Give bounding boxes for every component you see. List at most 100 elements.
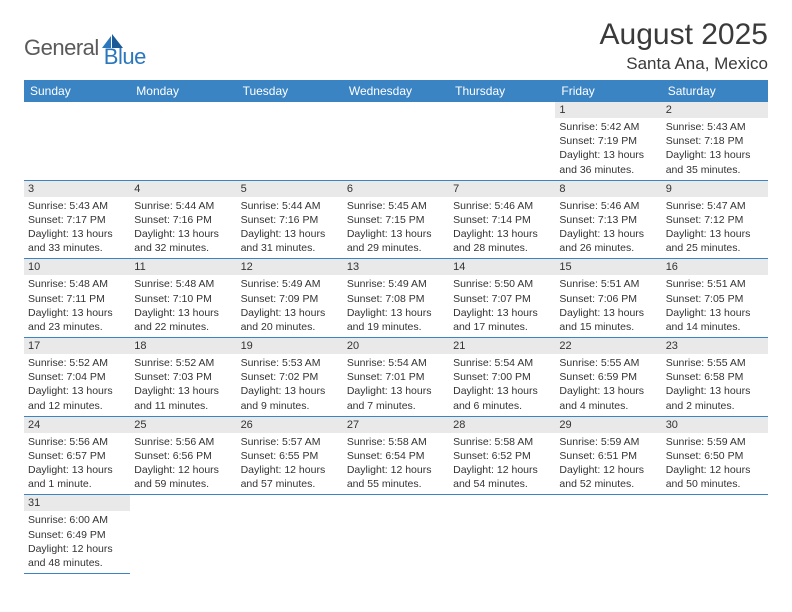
calendar-week: 10Sunrise: 5:48 AMSunset: 7:11 PMDayligh… [24,259,768,338]
calendar-cell: 23Sunrise: 5:55 AMSunset: 6:58 PMDayligh… [662,338,768,417]
calendar-cell: 10Sunrise: 5:48 AMSunset: 7:11 PMDayligh… [24,259,130,338]
day-details: Sunrise: 5:44 AMSunset: 7:16 PMDaylight:… [237,197,343,259]
calendar-cell: 6Sunrise: 5:45 AMSunset: 7:15 PMDaylight… [343,181,449,260]
calendar-cell [449,495,555,574]
calendar-week: 31Sunrise: 6:00 AMSunset: 6:49 PMDayligh… [24,495,768,574]
day-details: Sunrise: 5:50 AMSunset: 7:07 PMDaylight:… [449,275,555,337]
calendar-cell: 17Sunrise: 5:52 AMSunset: 7:04 PMDayligh… [24,338,130,417]
day-header: Wednesday [343,80,449,102]
calendar-cell: 13Sunrise: 5:49 AMSunset: 7:08 PMDayligh… [343,259,449,338]
day-details: Sunrise: 5:46 AMSunset: 7:13 PMDaylight:… [555,197,661,259]
day-number: 4 [130,181,236,197]
day-details: Sunrise: 5:55 AMSunset: 6:59 PMDaylight:… [555,354,661,416]
calendar-cell: 8Sunrise: 5:46 AMSunset: 7:13 PMDaylight… [555,181,661,260]
calendar-cell: 30Sunrise: 5:59 AMSunset: 6:50 PMDayligh… [662,417,768,496]
day-number: 5 [237,181,343,197]
day-header: Sunday [24,80,130,102]
calendar-cell: 27Sunrise: 5:58 AMSunset: 6:54 PMDayligh… [343,417,449,496]
day-details: Sunrise: 5:43 AMSunset: 7:17 PMDaylight:… [24,197,130,259]
calendar-cell [237,102,343,181]
calendar-cell [130,495,236,574]
day-details: Sunrise: 5:58 AMSunset: 6:52 PMDaylight:… [449,433,555,495]
calendar-cell: 22Sunrise: 5:55 AMSunset: 6:59 PMDayligh… [555,338,661,417]
day-number: 30 [662,417,768,433]
day-details: Sunrise: 5:52 AMSunset: 7:03 PMDaylight:… [130,354,236,416]
day-details: Sunrise: 5:51 AMSunset: 7:05 PMDaylight:… [662,275,768,337]
calendar-cell: 28Sunrise: 5:58 AMSunset: 6:52 PMDayligh… [449,417,555,496]
day-header: Thursday [449,80,555,102]
day-number: 8 [555,181,661,197]
day-number: 26 [237,417,343,433]
calendar-cell: 9Sunrise: 5:47 AMSunset: 7:12 PMDaylight… [662,181,768,260]
logo-text-general: General [24,35,99,61]
day-details: Sunrise: 5:49 AMSunset: 7:08 PMDaylight:… [343,275,449,337]
calendar-cell: 31Sunrise: 6:00 AMSunset: 6:49 PMDayligh… [24,495,130,574]
calendar-cell: 3Sunrise: 5:43 AMSunset: 7:17 PMDaylight… [24,181,130,260]
calendar-cell: 7Sunrise: 5:46 AMSunset: 7:14 PMDaylight… [449,181,555,260]
day-number: 12 [237,259,343,275]
day-number: 27 [343,417,449,433]
day-number: 17 [24,338,130,354]
day-details: Sunrise: 5:57 AMSunset: 6:55 PMDaylight:… [237,433,343,495]
day-details: Sunrise: 5:56 AMSunset: 6:57 PMDaylight:… [24,433,130,495]
day-details: Sunrise: 5:54 AMSunset: 7:01 PMDaylight:… [343,354,449,416]
day-number: 7 [449,181,555,197]
location: Santa Ana, Mexico [600,54,768,74]
logo-text-blue: Blue [104,26,146,70]
day-details: Sunrise: 6:00 AMSunset: 6:49 PMDaylight:… [24,511,130,573]
day-details: Sunrise: 5:55 AMSunset: 6:58 PMDaylight:… [662,354,768,416]
logo: General Blue [24,18,146,70]
day-number: 16 [662,259,768,275]
day-number: 19 [237,338,343,354]
day-details: Sunrise: 5:51 AMSunset: 7:06 PMDaylight:… [555,275,661,337]
calendar-cell [130,102,236,181]
calendar-cell: 15Sunrise: 5:51 AMSunset: 7:06 PMDayligh… [555,259,661,338]
day-number: 21 [449,338,555,354]
day-number: 24 [24,417,130,433]
calendar-week: 17Sunrise: 5:52 AMSunset: 7:04 PMDayligh… [24,338,768,417]
calendar-cell [662,495,768,574]
day-number: 2 [662,102,768,118]
day-header: Monday [130,80,236,102]
calendar-cell: 25Sunrise: 5:56 AMSunset: 6:56 PMDayligh… [130,417,236,496]
calendar-cell: 26Sunrise: 5:57 AMSunset: 6:55 PMDayligh… [237,417,343,496]
calendar-cell: 24Sunrise: 5:56 AMSunset: 6:57 PMDayligh… [24,417,130,496]
calendar-cell: 2Sunrise: 5:43 AMSunset: 7:18 PMDaylight… [662,102,768,181]
calendar-cell: 19Sunrise: 5:53 AMSunset: 7:02 PMDayligh… [237,338,343,417]
day-details: Sunrise: 5:49 AMSunset: 7:09 PMDaylight:… [237,275,343,337]
calendar-cell [449,102,555,181]
calendar-week: 1Sunrise: 5:42 AMSunset: 7:19 PMDaylight… [24,102,768,181]
calendar-cell [24,102,130,181]
calendar-cell: 14Sunrise: 5:50 AMSunset: 7:07 PMDayligh… [449,259,555,338]
calendar-cell: 21Sunrise: 5:54 AMSunset: 7:00 PMDayligh… [449,338,555,417]
calendar-week: 24Sunrise: 5:56 AMSunset: 6:57 PMDayligh… [24,417,768,496]
calendar-cell: 5Sunrise: 5:44 AMSunset: 7:16 PMDaylight… [237,181,343,260]
day-details: Sunrise: 5:58 AMSunset: 6:54 PMDaylight:… [343,433,449,495]
day-number: 15 [555,259,661,275]
day-details: Sunrise: 5:52 AMSunset: 7:04 PMDaylight:… [24,354,130,416]
day-number: 3 [24,181,130,197]
calendar-table: SundayMondayTuesdayWednesdayThursdayFrid… [24,80,768,574]
calendar-cell: 12Sunrise: 5:49 AMSunset: 7:09 PMDayligh… [237,259,343,338]
calendar-cell [343,495,449,574]
day-number: 13 [343,259,449,275]
calendar-cell: 20Sunrise: 5:54 AMSunset: 7:01 PMDayligh… [343,338,449,417]
day-details: Sunrise: 5:54 AMSunset: 7:00 PMDaylight:… [449,354,555,416]
calendar-cell: 11Sunrise: 5:48 AMSunset: 7:10 PMDayligh… [130,259,236,338]
day-number: 23 [662,338,768,354]
day-number: 6 [343,181,449,197]
day-number: 9 [662,181,768,197]
day-number: 1 [555,102,661,118]
day-number: 14 [449,259,555,275]
day-number: 18 [130,338,236,354]
day-number: 28 [449,417,555,433]
day-header-row: SundayMondayTuesdayWednesdayThursdayFrid… [24,80,768,102]
day-header: Tuesday [237,80,343,102]
calendar-week: 3Sunrise: 5:43 AMSunset: 7:17 PMDaylight… [24,181,768,260]
day-details: Sunrise: 5:48 AMSunset: 7:11 PMDaylight:… [24,275,130,337]
month-title: August 2025 [600,18,768,52]
calendar-cell [237,495,343,574]
calendar-cell [555,495,661,574]
day-details: Sunrise: 5:44 AMSunset: 7:16 PMDaylight:… [130,197,236,259]
day-details: Sunrise: 5:42 AMSunset: 7:19 PMDaylight:… [555,118,661,180]
